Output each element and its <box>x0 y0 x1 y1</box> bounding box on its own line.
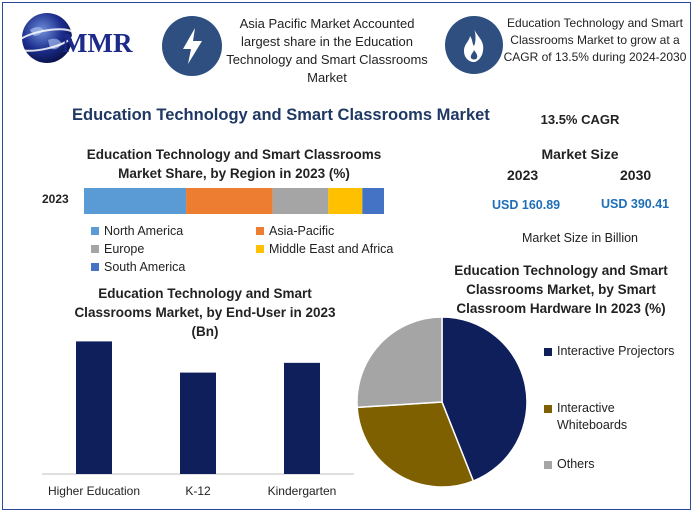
page-title: Education Technology and Smart Classroom… <box>72 106 490 124</box>
legend-swatch <box>544 461 552 469</box>
legend-item-interactive-projectors: Interactive Projectors <box>544 343 684 360</box>
pie-slice-interactive-projectors <box>441 316 528 483</box>
pie-slice-interactive-whiteboards <box>356 401 475 488</box>
flame-icon <box>445 16 503 74</box>
enduser-bar-chart: Higher Education K-12 Kindergarten <box>42 341 354 498</box>
year-2030-label: 2030 <box>620 167 652 183</box>
x-tick-label-higher-education: Higher Education <box>48 484 140 498</box>
legend-item-asia-pacific: Asia-Pacific <box>256 224 334 238</box>
x-tick-label-kindergarten: Kindergarten <box>268 484 337 498</box>
x-tick-label-k-12: K-12 <box>185 484 211 498</box>
legend-label: Interactive Whiteboards <box>557 401 628 432</box>
legend-label: Interactive Projectors <box>557 344 675 358</box>
legend-label: North America <box>104 224 184 238</box>
cagr-label: 13.5% CAGR <box>540 112 620 127</box>
legend-item-europe: Europe <box>91 242 144 256</box>
region-segment-asia-pacific <box>186 188 273 214</box>
legend-item-middle-east-and-africa: Middle East and Africa <box>256 242 393 256</box>
logo-text: MMR <box>62 28 133 58</box>
legend-swatch <box>544 348 552 356</box>
legend-item-south-america: South America <box>91 260 185 274</box>
info-text-cagr: Education Technology and Smart Classroom… <box>503 16 687 64</box>
legend-swatch <box>256 245 264 253</box>
region-segment-europe <box>272 188 329 214</box>
hardware-chart-title: Education Technology and Smart Classroom… <box>454 263 668 316</box>
market-size-2023-value: USD 160.89 <box>492 198 561 212</box>
unit-note: Market Size in Billion <box>521 231 638 245</box>
region-chart-title: Education Technology and Smart Classroom… <box>86 147 382 181</box>
lightning-icon <box>162 16 222 76</box>
region-segment-north-america <box>84 188 187 214</box>
region-segment-middle-east-and-africa <box>328 188 363 214</box>
region-chart-category-label: 2023 <box>42 192 69 206</box>
bar-higher-education <box>76 341 112 474</box>
market-size-label: Market Size <box>541 146 619 162</box>
logo: MMR <box>13 10 149 66</box>
bar-k-12 <box>180 372 216 474</box>
hardware-pie-chart <box>356 316 528 488</box>
legend-label: Others <box>557 457 595 471</box>
legend-label: Europe <box>104 242 145 256</box>
legend-label: Asia-Pacific <box>269 224 335 238</box>
market-size-2030-value: USD 390.41 <box>601 197 670 211</box>
region-stacked-bar <box>84 188 384 214</box>
region-segment-south-america <box>362 188 384 214</box>
year-2023-label: 2023 <box>507 167 539 183</box>
enduser-chart-title: Education Technology and Smart Classroom… <box>74 286 336 339</box>
legend-item-interactive-whiteboards: Interactive Whiteboards <box>544 400 684 434</box>
bar-kindergarten <box>284 362 320 474</box>
legend-item-north-america: North America <box>91 224 183 238</box>
info-text-asia-pacific: Asia Pacific Market Accounted largest sh… <box>226 16 428 85</box>
globe-icon <box>13 13 75 63</box>
legend-swatch <box>91 227 99 235</box>
legend-swatch <box>256 227 264 235</box>
legend-swatch <box>91 263 99 271</box>
legend-item-others: Others <box>544 456 684 473</box>
legend-swatch <box>91 245 99 253</box>
legend-swatch <box>544 405 552 413</box>
legend-label: Middle East and Africa <box>269 242 394 256</box>
pie-slice-others <box>356 316 443 409</box>
legend-label: South America <box>104 260 186 274</box>
